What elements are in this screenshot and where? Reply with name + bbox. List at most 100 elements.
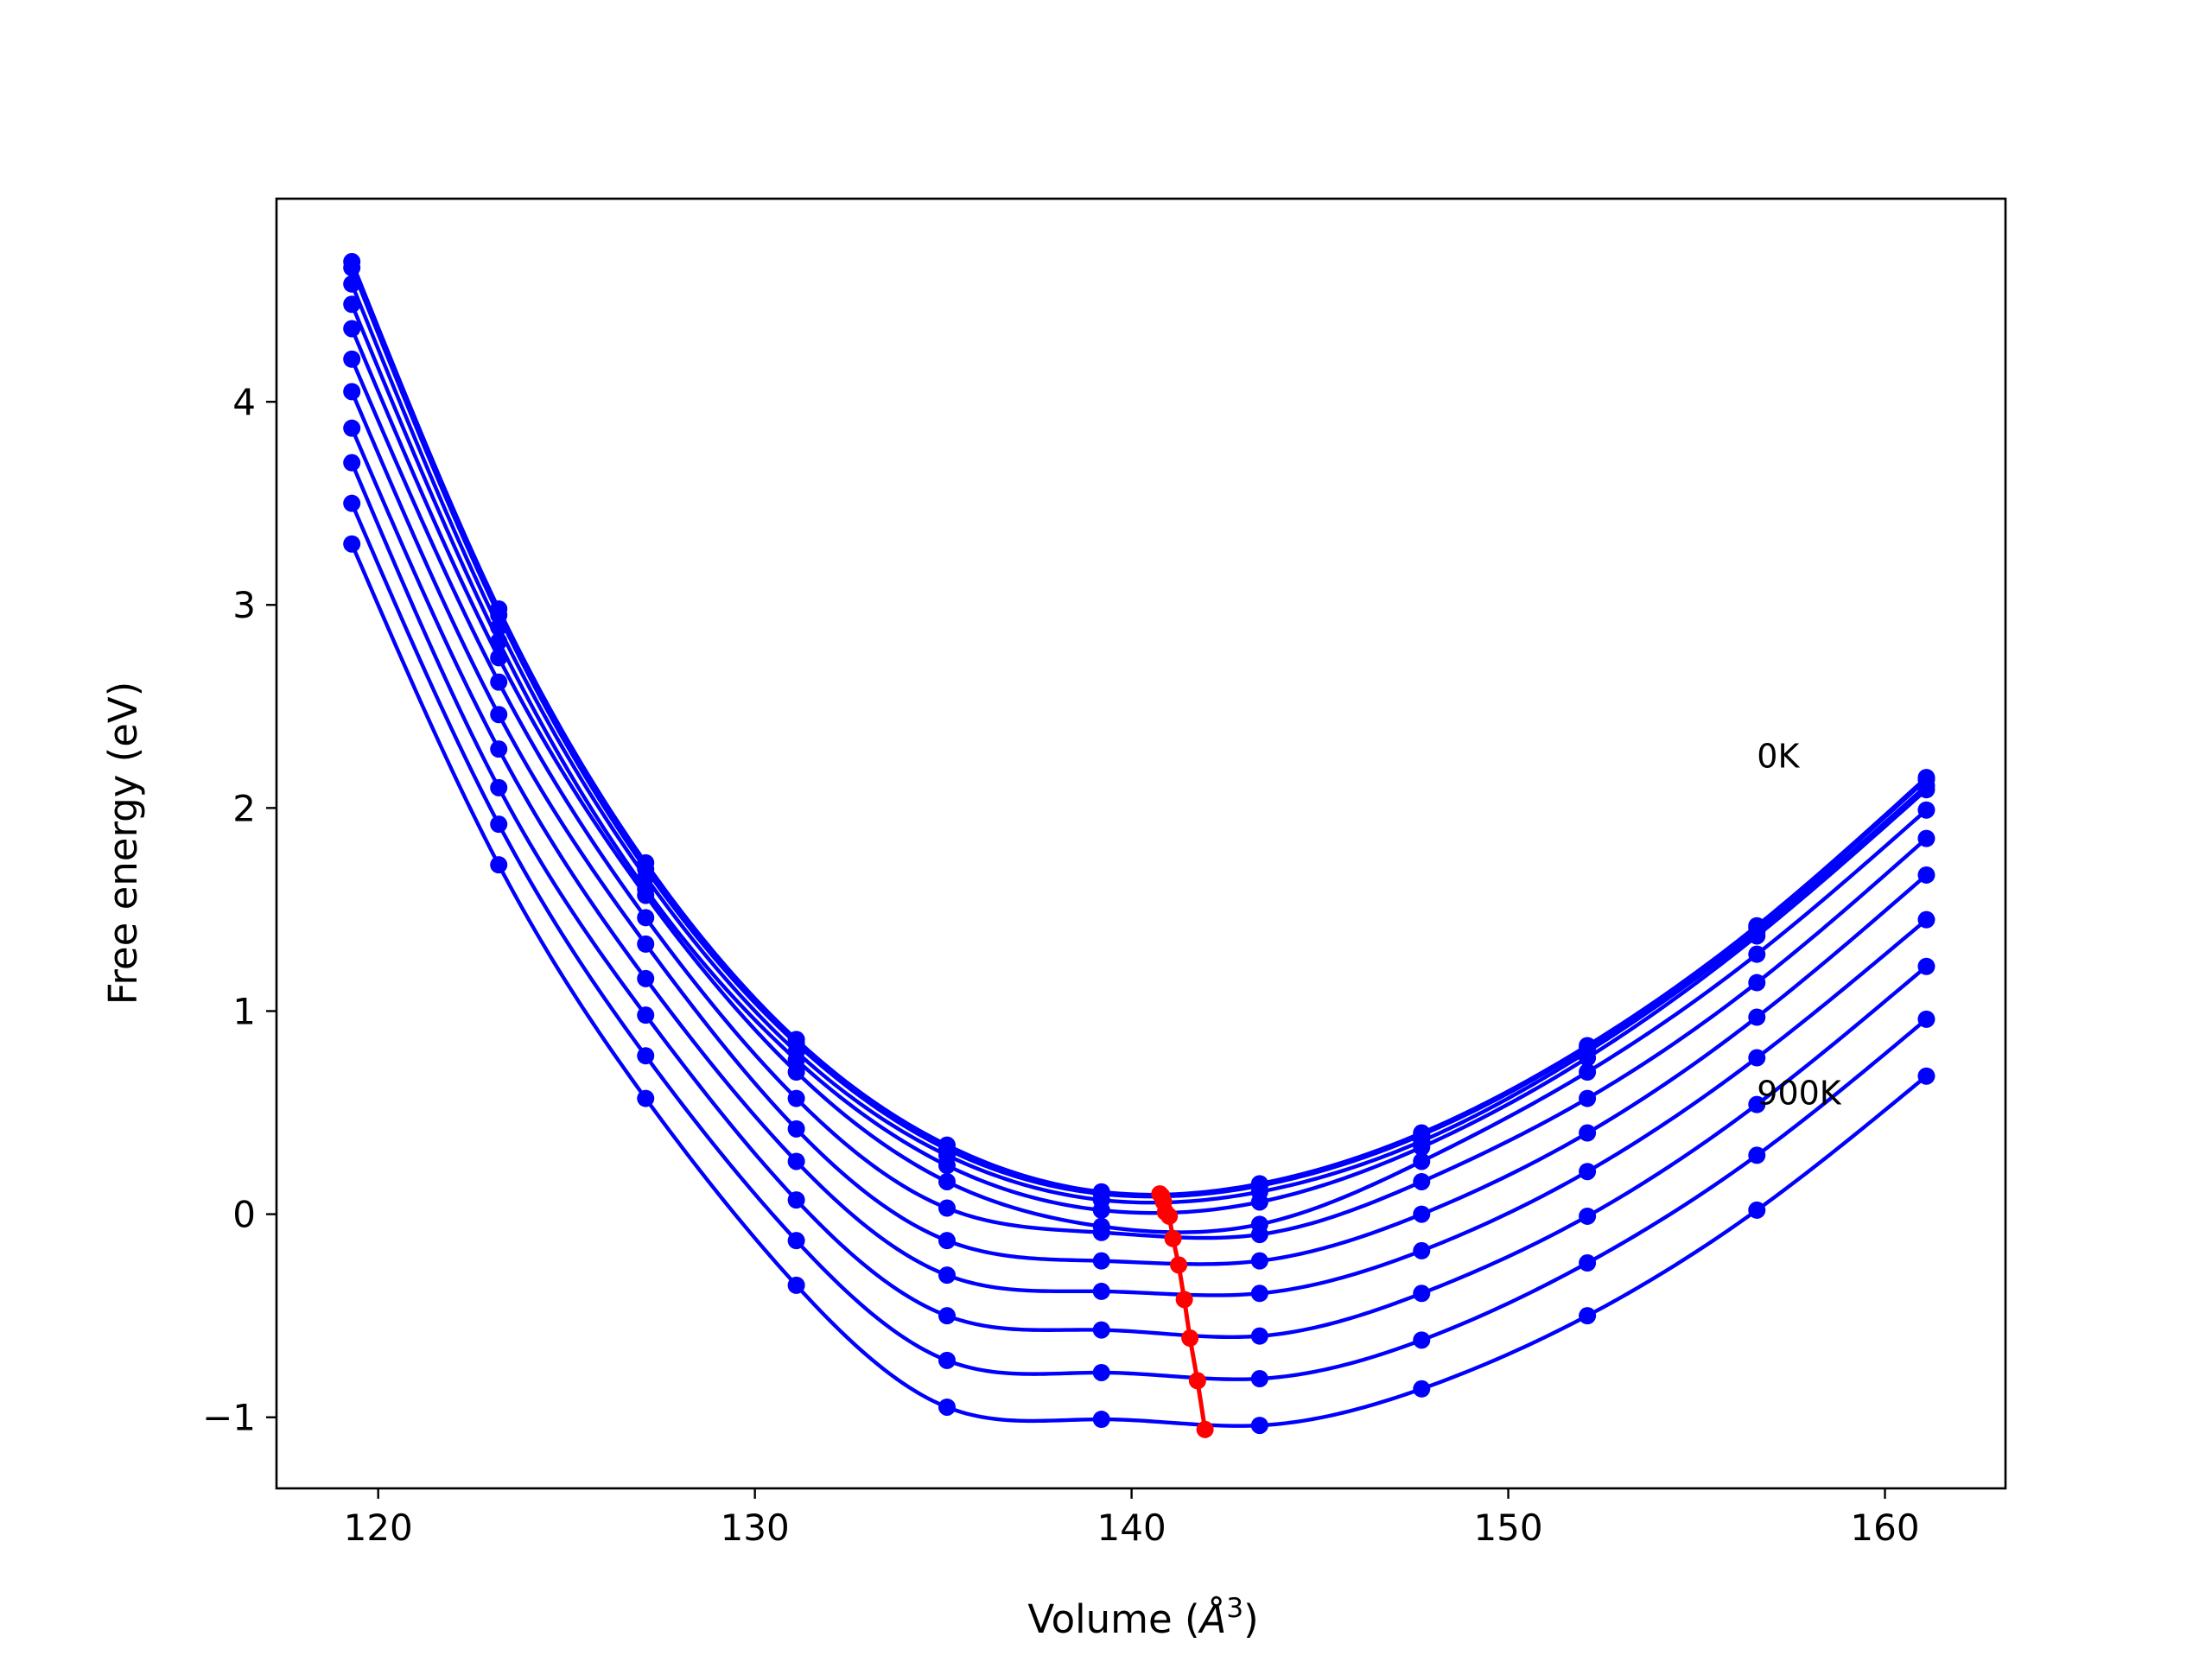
x-tick-label-2: 140 xyxy=(1097,1507,1166,1549)
series-point-9-4 xyxy=(938,1351,956,1369)
series-point-7-8 xyxy=(1579,1163,1597,1181)
x-axis-label: Volume (Å3) xyxy=(1027,1593,1258,1642)
series-point-8-10 xyxy=(1917,957,1936,975)
series-point-6-7 xyxy=(1413,1205,1431,1223)
series-line-3 xyxy=(350,303,1928,1215)
series-point-3-5 xyxy=(1092,1201,1110,1219)
series-point-5-3 xyxy=(787,1089,805,1107)
minimum-point-10 xyxy=(1196,1420,1214,1438)
series-point-10-5 xyxy=(1092,1411,1110,1429)
series-line-2 xyxy=(350,282,1928,1205)
minimum-curve-layer xyxy=(1151,1185,1214,1438)
series-point-3-8 xyxy=(1579,1049,1597,1067)
minimum-point-9 xyxy=(1188,1372,1206,1390)
series-point-4-1 xyxy=(490,649,508,667)
series-layer xyxy=(343,252,1936,1435)
series-line-4 xyxy=(350,327,1928,1234)
series-point-7-1 xyxy=(490,740,508,758)
series-point-6-10 xyxy=(1917,866,1936,884)
series-point-7-3 xyxy=(787,1152,805,1170)
series-point-8-9 xyxy=(1748,1095,1766,1113)
series-line-6 xyxy=(350,390,1928,1266)
series-point-9-5 xyxy=(1092,1363,1110,1381)
series-line-10 xyxy=(350,542,1928,1428)
series-point-9-10 xyxy=(1917,1010,1936,1028)
x-tick-label-1: 130 xyxy=(721,1507,790,1549)
series-point-3-10 xyxy=(1917,781,1936,799)
x-axis-label-unit: Å xyxy=(1198,1596,1227,1642)
series-point-5-6 xyxy=(1250,1226,1268,1244)
minimum-point-4 xyxy=(1160,1207,1179,1225)
series-point-7-0 xyxy=(343,419,361,437)
series-line-1 xyxy=(350,267,1928,1199)
series-point-3-7 xyxy=(1413,1139,1431,1157)
series-point-10-10 xyxy=(1917,1067,1936,1085)
series-point-8-4 xyxy=(938,1307,956,1325)
minimum-point-8 xyxy=(1181,1329,1199,1348)
series-point-10-0 xyxy=(343,535,361,553)
series-point-8-0 xyxy=(343,454,361,472)
series-point-5-8 xyxy=(1579,1089,1597,1107)
series-point-6-6 xyxy=(1250,1252,1268,1270)
series-point-3-0 xyxy=(343,295,361,314)
x-tick-label-3: 150 xyxy=(1473,1507,1542,1549)
series-point-4-10 xyxy=(1917,801,1936,819)
annotation-0: 0K xyxy=(1757,737,1800,775)
series-point-5-10 xyxy=(1917,829,1936,847)
series-point-6-0 xyxy=(343,383,361,401)
series-point-8-1 xyxy=(490,778,508,796)
series-point-1-0 xyxy=(343,258,361,276)
series-point-9-1 xyxy=(490,815,508,834)
series-point-8-7 xyxy=(1413,1285,1431,1303)
x-axis-label-close: ) xyxy=(1243,1596,1259,1642)
series-point-6-9 xyxy=(1748,1008,1766,1026)
series-point-10-1 xyxy=(490,856,508,874)
series-point-7-9 xyxy=(1748,1049,1766,1067)
series-point-8-5 xyxy=(1092,1321,1110,1339)
series-point-10-3 xyxy=(787,1276,805,1294)
series-point-5-7 xyxy=(1413,1172,1431,1190)
y-tick-label-5: 4 xyxy=(232,381,256,423)
minimum-point-7 xyxy=(1175,1291,1193,1309)
series-point-4-2 xyxy=(637,886,655,904)
series-point-6-5 xyxy=(1092,1252,1110,1270)
series-point-10-2 xyxy=(637,1089,655,1107)
series-point-8-8 xyxy=(1579,1207,1597,1225)
x-axis: 120 130 140 150 160 xyxy=(344,1488,1920,1549)
y-tick-label-2: 1 xyxy=(232,990,256,1032)
series-point-5-9 xyxy=(1748,974,1766,992)
series-point-3-3 xyxy=(787,1050,805,1069)
series-point-7-7 xyxy=(1413,1241,1431,1259)
y-axis: −1 0 1 2 3 4 xyxy=(202,381,276,1439)
x-axis-label-exponent: 3 xyxy=(1226,1593,1243,1624)
y-tick-label-0: −1 xyxy=(202,1397,256,1439)
series-point-10-6 xyxy=(1250,1417,1268,1435)
series-point-7-4 xyxy=(938,1266,956,1285)
series-point-7-6 xyxy=(1250,1285,1268,1303)
series-point-3-4 xyxy=(938,1157,956,1175)
annotation-1: 900K xyxy=(1757,1075,1842,1113)
series-point-3-6 xyxy=(1250,1193,1268,1211)
series-line-9 xyxy=(350,502,1928,1381)
y-axis-label: Free energy (eV) xyxy=(100,682,146,1005)
annotation-layer: 0K 900K xyxy=(1757,737,1842,1112)
series-point-4-4 xyxy=(938,1172,956,1190)
series-point-6-4 xyxy=(938,1232,956,1250)
series-point-9-0 xyxy=(343,494,361,512)
series-point-8-3 xyxy=(787,1191,805,1209)
series-point-7-10 xyxy=(1917,910,1936,929)
series-point-9-6 xyxy=(1250,1370,1268,1388)
series-point-5-1 xyxy=(490,673,508,691)
series-point-9-3 xyxy=(787,1232,805,1250)
x-tick-label-0: 120 xyxy=(344,1507,413,1549)
series-point-6-3 xyxy=(787,1120,805,1138)
series-point-9-9 xyxy=(1748,1146,1766,1164)
series-point-4-7 xyxy=(1413,1152,1431,1170)
series-point-4-0 xyxy=(343,320,361,338)
series-point-6-2 xyxy=(637,935,655,953)
x-axis-label-main: Volume ( xyxy=(1027,1596,1199,1642)
series-point-5-5 xyxy=(1092,1223,1110,1241)
series-point-10-7 xyxy=(1413,1380,1431,1398)
minimum-point-5 xyxy=(1164,1229,1182,1247)
